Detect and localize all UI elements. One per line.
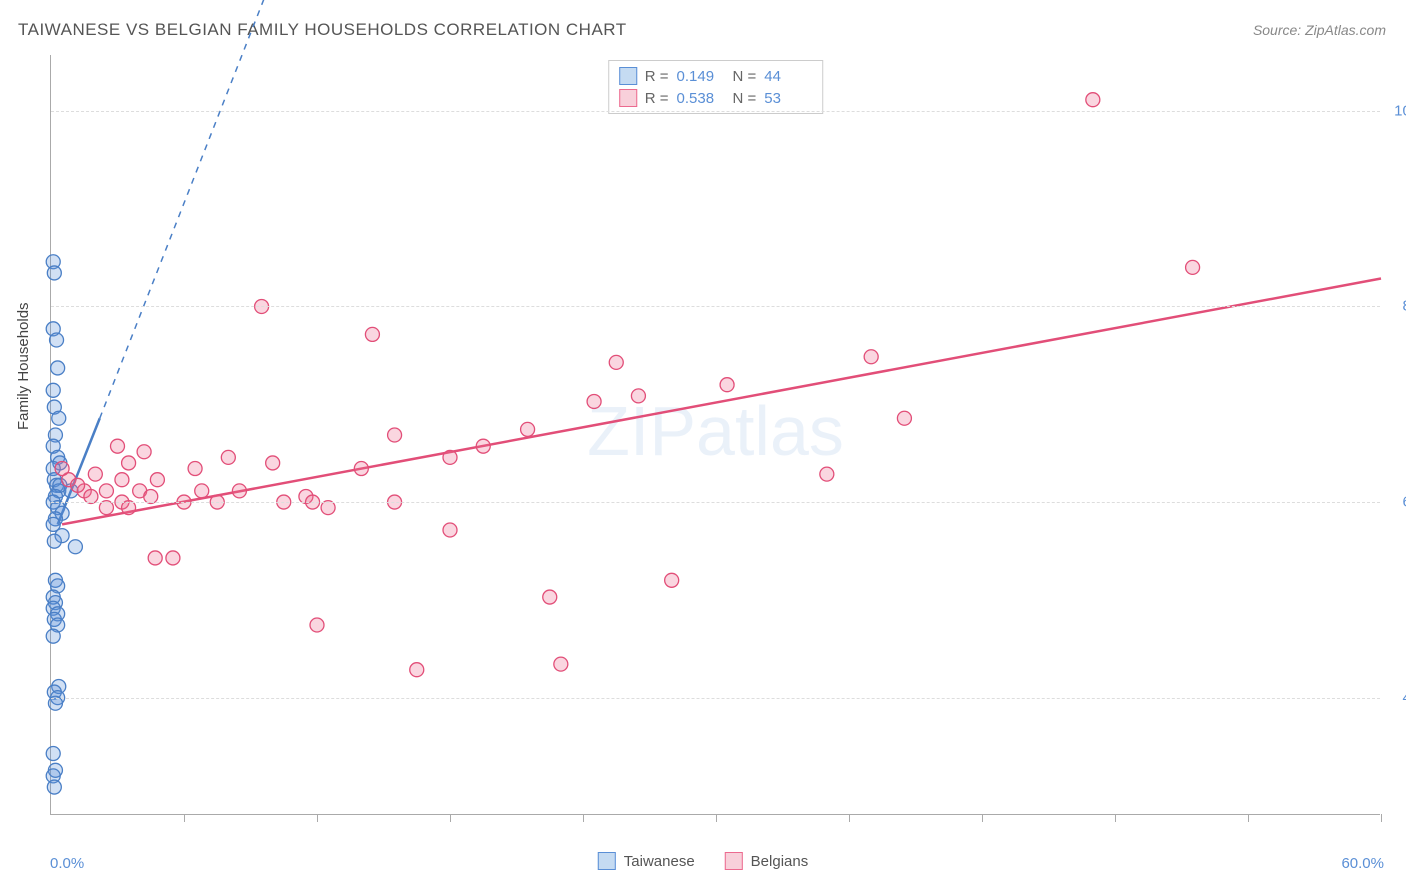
scatter-point [55, 462, 69, 476]
scatter-point [864, 350, 878, 364]
scatter-point [52, 411, 66, 425]
scatter-point [631, 389, 645, 403]
scatter-point [587, 394, 601, 408]
plot-area: ZIPatlas R =0.149N =44R =0.538N =53 47.5… [50, 55, 1380, 815]
scatter-point [51, 361, 65, 375]
scatter-point [71, 478, 85, 492]
r-label: R = [645, 90, 669, 107]
r-value: 0.149 [677, 68, 725, 85]
scatter-point [47, 780, 61, 794]
source-label: Source: ZipAtlas.com [1253, 22, 1386, 38]
scatter-point [476, 439, 490, 453]
trend-line-extrapolation [100, 0, 273, 418]
scatter-point [221, 450, 235, 464]
scatter-point [99, 484, 113, 498]
r-value: 0.538 [677, 90, 725, 107]
gridline [51, 111, 1380, 112]
y-tick-label: 47.5% [1402, 689, 1406, 706]
scatter-point [897, 411, 911, 425]
y-tick-label: 82.5% [1402, 298, 1406, 315]
correlation-legend-row: R = 0.149 N = 44 [619, 65, 813, 87]
x-tick [583, 814, 584, 822]
scatter-point [365, 327, 379, 341]
scatter-point [266, 456, 280, 470]
legend-swatch [725, 852, 743, 870]
scatter-point [148, 551, 162, 565]
scatter-point [521, 422, 535, 436]
x-tick [982, 814, 983, 822]
x-tick [317, 814, 318, 822]
gridline [51, 502, 1380, 503]
scatter-point [68, 540, 82, 554]
series-legend: Taiwanese Belgians [598, 852, 808, 870]
scatter-point [443, 450, 457, 464]
scatter-point [115, 473, 129, 487]
scatter-point [122, 456, 136, 470]
scatter-point [195, 484, 209, 498]
scatter-point [46, 747, 60, 761]
gridline [51, 698, 1380, 699]
x-tick [1248, 814, 1249, 822]
series-legend-item: Taiwanese [598, 852, 695, 870]
scatter-point [720, 378, 734, 392]
y-axis-title: Family Households [15, 302, 32, 430]
gridline [51, 306, 1380, 307]
scatter-point [609, 355, 623, 369]
trend-line [62, 279, 1381, 525]
scatter-point [354, 462, 368, 476]
scatter-point [310, 618, 324, 632]
x-tick [849, 814, 850, 822]
legend-swatch [619, 67, 637, 85]
scatter-point [1186, 260, 1200, 274]
x-tick [1381, 814, 1382, 822]
scatter-point [188, 462, 202, 476]
scatter-point [88, 467, 102, 481]
scatter-point [443, 523, 457, 537]
series-legend-item: Belgians [725, 852, 809, 870]
x-axis-min-label: 0.0% [50, 855, 84, 872]
scatter-point [166, 551, 180, 565]
scatter-point [665, 573, 679, 587]
y-tick-label: 100.0% [1394, 102, 1406, 119]
scatter-point [388, 428, 402, 442]
r-label: R = [645, 68, 669, 85]
scatter-point [232, 484, 246, 498]
chart-container: TAIWANESE VS BELGIAN FAMILY HOUSEHOLDS C… [0, 0, 1406, 892]
x-tick [450, 814, 451, 822]
scatter-point [47, 266, 61, 280]
n-value: 53 [764, 90, 812, 107]
series-legend-label: Taiwanese [624, 853, 695, 870]
chart-title: TAIWANESE VS BELGIAN FAMILY HOUSEHOLDS C… [18, 20, 627, 40]
n-label: N = [733, 68, 757, 85]
scatter-point [543, 590, 557, 604]
scatter-point [554, 657, 568, 671]
n-label: N = [733, 90, 757, 107]
x-tick [1115, 814, 1116, 822]
scatter-plot-svg [51, 55, 1380, 814]
scatter-point [50, 333, 64, 347]
scatter-point [150, 473, 164, 487]
x-tick [184, 814, 185, 822]
legend-swatch [598, 852, 616, 870]
x-tick [716, 814, 717, 822]
scatter-point [46, 383, 60, 397]
y-tick-label: 65.0% [1402, 494, 1406, 511]
scatter-point [46, 629, 60, 643]
series-legend-label: Belgians [751, 853, 809, 870]
scatter-point [410, 663, 424, 677]
legend-swatch [619, 89, 637, 107]
n-value: 44 [764, 68, 812, 85]
scatter-point [1086, 93, 1100, 107]
scatter-point [137, 445, 151, 459]
x-axis-max-label: 60.0% [1341, 855, 1384, 872]
correlation-legend-row: R = 0.538 N = 53 [619, 87, 813, 109]
scatter-point [820, 467, 834, 481]
scatter-point [47, 534, 61, 548]
correlation-legend: R = 0.149 N = 44 R = 0.538 N = 53 [608, 60, 824, 114]
scatter-point [111, 439, 125, 453]
